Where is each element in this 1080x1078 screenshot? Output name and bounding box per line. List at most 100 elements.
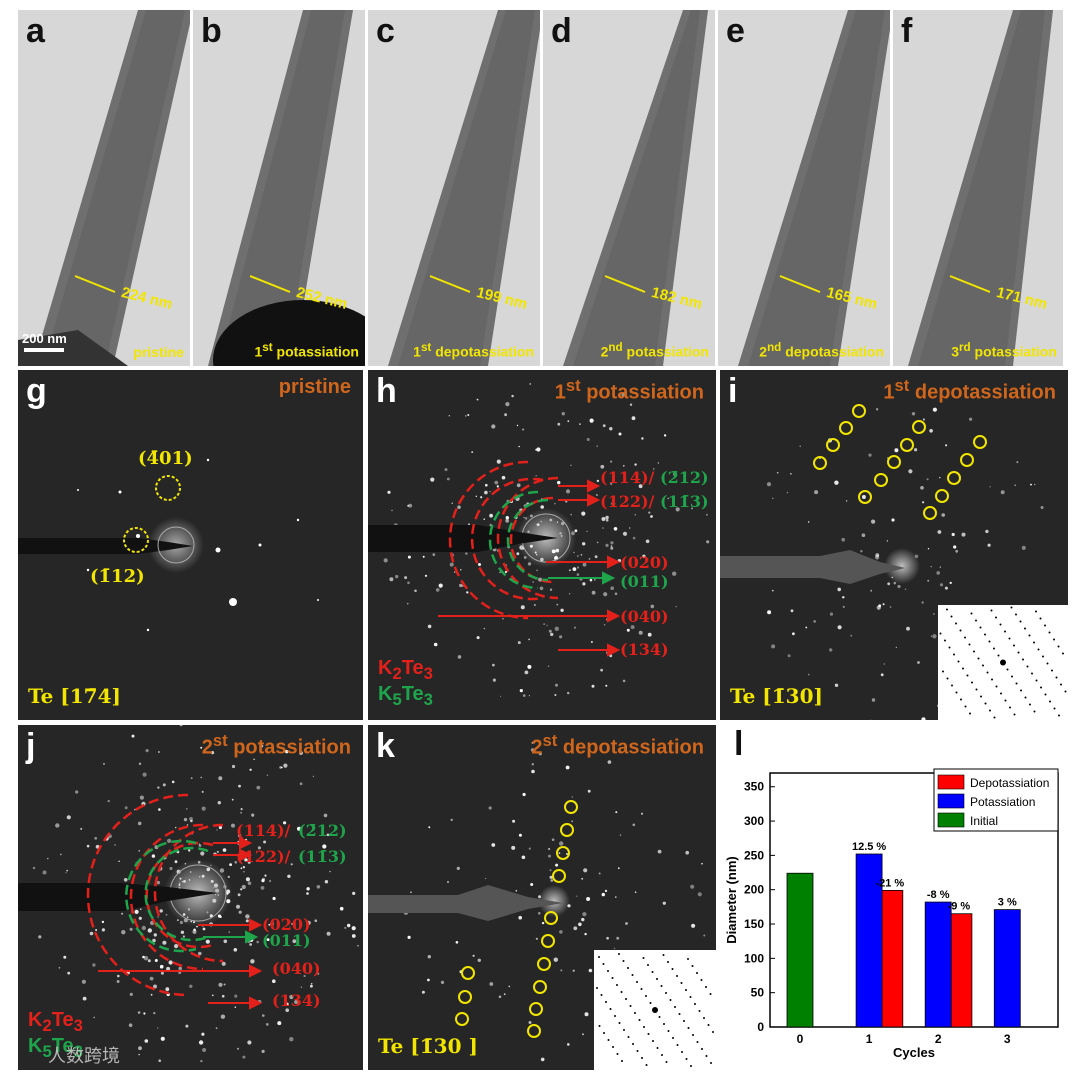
- panel-letter: j: [26, 727, 36, 765]
- panel-letter: f: [901, 12, 913, 50]
- condition-label: 3rd potassiation: [951, 341, 1057, 360]
- panel-l: l 0 50 100 150 200 250 300 350 0 1 2 3 Cycles Diamete…: [720, 725, 1070, 1070]
- legend-k2te3: K2Te3: [28, 1009, 83, 1035]
- miller-index-green: (11̄3): [298, 847, 347, 866]
- y-tick-label: 100: [744, 951, 764, 965]
- nanowire-image: [738, 10, 890, 366]
- zone-axis-label: Te [1̄30]: [730, 684, 823, 708]
- legend-swatch: [937, 774, 965, 790]
- bar-initial: [786, 872, 814, 1028]
- panel-letter: a: [26, 12, 45, 50]
- diffraction-pattern-j: [18, 725, 359, 1063]
- panel-letter: c: [376, 12, 395, 50]
- miller-index-red: (040): [620, 607, 669, 626]
- nanowire-image: [908, 10, 1053, 366]
- x-tick-label: 0: [797, 1032, 804, 1046]
- y-tick-label: 200: [744, 883, 764, 897]
- nanowire-image: [388, 10, 540, 366]
- panel-title: 2st depotassiation: [531, 731, 704, 759]
- tem-panel-a: a 224 nm pristine 200 nm: [18, 10, 190, 366]
- miller-index-red: (134): [620, 640, 669, 659]
- panel-title: pristine: [278, 376, 351, 398]
- diffraction-pattern-k: [368, 741, 706, 1062]
- panel-letter: l: [734, 725, 744, 763]
- panel-h: h 1st potassiation (114)/ (2̄12) (122)/ …: [368, 370, 716, 720]
- miller-index-green: (011): [620, 572, 669, 591]
- panel-j: j 2st potassiation (114)/ (2̄12) (122)/ …: [18, 725, 363, 1070]
- panel-k: k 2st depotassiation Te [1̄30 ]: [368, 725, 716, 1070]
- x-tick-label: 3: [1004, 1032, 1011, 1046]
- miller-index-red: (114)/: [600, 468, 655, 487]
- bar-potassiation: [924, 901, 952, 1028]
- y-tick-label: 150: [744, 917, 764, 931]
- data-label: -9 %: [948, 901, 971, 913]
- highlight-circle: [123, 527, 149, 553]
- bar-potassiation: [855, 853, 883, 1028]
- condition-label: 1st potassiation: [254, 341, 359, 360]
- data-label: -21 %: [875, 877, 904, 889]
- diffraction-pattern-i: [720, 404, 1047, 720]
- panel-letter: g: [26, 372, 47, 410]
- panel-letter: e: [726, 12, 745, 50]
- y-tick-label: 250: [744, 848, 764, 862]
- diffraction-pattern-g: [18, 458, 319, 632]
- legend-swatch: [937, 812, 965, 828]
- scale-bar: [24, 348, 64, 352]
- miller-index-red: (020): [620, 553, 669, 572]
- zone-axis-label: Te [1̄30 ]: [378, 1034, 478, 1058]
- miller-index-green: (011): [262, 931, 311, 950]
- panel-letter: i: [728, 372, 738, 410]
- nanowire-image: [563, 10, 708, 366]
- scale-bar-label: 200 nm: [22, 331, 67, 346]
- legend-k2te3: K2Te3: [378, 657, 433, 683]
- y-tick-label: 0: [757, 1020, 764, 1034]
- miller-index-green: (2̄12): [298, 821, 347, 840]
- highlight-circle: [155, 475, 181, 501]
- plot-frame: [769, 772, 1059, 1028]
- y-tick-label: 50: [751, 986, 765, 1000]
- panel-letter: k: [376, 727, 395, 765]
- y-tick-label: 350: [744, 780, 764, 794]
- panel-letter: h: [376, 372, 397, 410]
- miller-index-red: (020): [262, 915, 311, 934]
- watermark: 人数跨境: [48, 1046, 120, 1067]
- x-tick-label: 1: [866, 1032, 873, 1046]
- miller-index-green: (2̄12): [660, 468, 709, 487]
- legend-label: Potassiation: [970, 795, 1035, 809]
- x-tick-label: 2: [935, 1032, 942, 1046]
- diameter-bar-chart: 0 50 100 150 200 250 300 350 0 1 2 3 Cycles Diameter …: [724, 768, 1059, 1060]
- panel-i: i 1st depotassiation Te [1̄30]: [720, 370, 1068, 720]
- tem-panel-f: f 171 nm 3rd potassiation: [893, 10, 1063, 366]
- legend-swatch: [937, 793, 965, 809]
- legend-k5te3: K5Te3: [28, 1035, 83, 1061]
- miller-index: (1̄12): [90, 566, 145, 587]
- condition-label: pristine: [133, 344, 184, 360]
- panel-title: 2st potassiation: [201, 731, 351, 759]
- legend-label: Depotassiation: [970, 776, 1049, 790]
- miller-index: (4̄01): [138, 448, 193, 469]
- panel-g: g pristine (4̄01) (1̄12) Te [17̄4]: [18, 370, 363, 720]
- panel-title: 1st depotassiation: [883, 376, 1056, 404]
- data-label: -8 %: [927, 889, 950, 901]
- data-label: 12.5 %: [852, 841, 886, 853]
- panel-letter: d: [551, 12, 572, 50]
- data-label: 3 %: [998, 897, 1017, 909]
- condition-label: 1st depotassiation: [413, 341, 534, 360]
- simulated-pattern-inset: [594, 950, 716, 1070]
- tem-panel-b: b 252 nm 1st potassiation: [193, 10, 365, 366]
- x-axis-label: Cycles: [893, 1045, 935, 1060]
- miller-index-green: (11̄3): [660, 492, 709, 511]
- panel-letter: b: [201, 12, 222, 50]
- tem-panel-c: c 199 nm 1st depotassiation: [368, 10, 540, 366]
- panel-title: 1st potassiation: [554, 376, 704, 404]
- legend-k5te3: K5Te3: [378, 683, 433, 709]
- condition-label: 2nd potassiation: [600, 341, 709, 360]
- simulated-pattern-inset: [938, 605, 1068, 720]
- condition-label: 2nd depotassiation: [759, 341, 884, 360]
- miller-index-red: (122)/: [236, 847, 291, 866]
- y-axis-label: Diameter (nm): [724, 856, 739, 943]
- nanowire-image: [208, 10, 365, 366]
- nanowire-image: [18, 10, 190, 366]
- bar-potassiation: [993, 909, 1021, 1028]
- tem-panel-e: e 165 nm 2nd depotassiation: [718, 10, 890, 366]
